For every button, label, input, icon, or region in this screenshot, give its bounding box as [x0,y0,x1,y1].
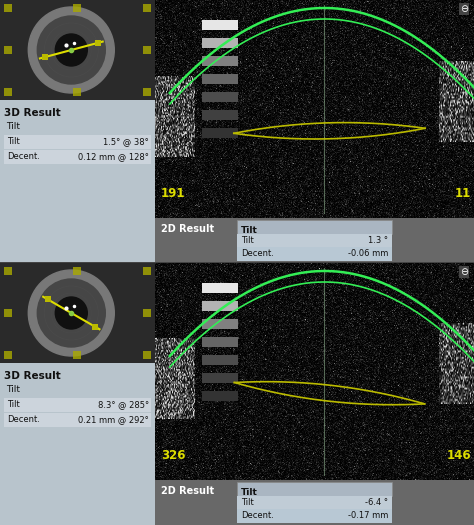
Bar [202,337,238,347]
Bar [0,363,155,525]
Text: Tilt: Tilt [7,400,20,409]
Text: Decent.: Decent. [241,511,274,520]
Bar [155,218,474,263]
Bar [237,234,392,247]
Bar [155,480,474,525]
Text: ⊖: ⊖ [460,4,468,14]
Bar [143,4,151,12]
Text: 1.3 °: 1.3 ° [368,236,388,245]
Text: 0.12 mm @ 128°: 0.12 mm @ 128° [78,152,149,161]
Bar [73,4,81,12]
Text: 0.21 mm @ 292°: 0.21 mm @ 292° [78,415,149,424]
Bar [73,351,81,359]
Bar [237,509,392,523]
Circle shape [37,16,105,84]
Circle shape [55,34,87,66]
Bar [202,301,238,311]
Bar [0,262,474,263]
Bar [143,351,151,359]
Text: Tilt: Tilt [241,236,254,245]
Text: Decent.: Decent. [7,152,40,161]
Bar [143,46,151,54]
Bar [202,391,238,401]
Bar [143,88,151,96]
Bar [202,355,238,365]
Bar [202,373,238,383]
Circle shape [28,7,114,93]
Text: Tilt: Tilt [7,137,20,146]
Text: 2D Result: 2D Result [161,486,214,496]
Bar [202,319,238,329]
Bar [155,263,474,480]
Bar [4,413,151,427]
Text: Decent.: Decent. [7,415,40,424]
Bar [0,263,155,363]
Bar [4,135,151,149]
Bar [0,0,155,100]
Bar [73,267,81,275]
Bar [202,56,238,66]
Text: ⊖: ⊖ [460,267,468,277]
Bar [42,54,48,60]
Bar [4,46,12,54]
Bar [202,92,238,102]
Bar [202,128,238,138]
Text: 191: 191 [161,187,185,200]
Bar [237,220,392,234]
Text: Decent.: Decent. [241,249,274,258]
Bar [4,88,12,96]
Bar [202,38,238,48]
Text: 3D Result: 3D Result [4,108,61,118]
Bar [237,482,392,496]
Bar [237,247,392,261]
Bar [95,40,100,46]
Text: 146: 146 [447,449,471,462]
Text: -6.4 °: -6.4 ° [365,498,388,507]
Bar [4,309,12,317]
Text: 8.3° @ 285°: 8.3° @ 285° [98,400,149,409]
Text: 3D Result: 3D Result [4,371,61,381]
Bar [202,20,238,30]
Bar [73,88,81,96]
Bar [45,296,51,302]
Text: Tilt: Tilt [6,122,20,131]
Bar [4,150,151,164]
Text: Tilt: Tilt [241,488,258,497]
Text: Tilt: Tilt [241,498,254,507]
Bar [202,283,238,293]
Bar [202,74,238,84]
Bar [4,398,151,412]
Bar [4,267,12,275]
Bar [155,0,474,218]
Bar [143,309,151,317]
Circle shape [37,279,105,347]
Bar [92,323,98,330]
Bar [143,267,151,275]
Text: Tilt: Tilt [6,385,20,394]
Text: 2D Result: 2D Result [161,224,214,234]
Bar [4,4,12,12]
Bar [202,110,238,120]
Bar [0,100,155,263]
Text: Tilt: Tilt [241,226,258,235]
Circle shape [55,297,87,329]
Text: 1.5° @ 38°: 1.5° @ 38° [103,137,149,146]
Bar [237,496,392,509]
Text: 326: 326 [161,449,185,462]
Bar [4,351,12,359]
Text: -0.06 mm: -0.06 mm [347,249,388,258]
Text: -0.17 mm: -0.17 mm [347,511,388,520]
Text: 11: 11 [455,187,471,200]
Circle shape [28,270,114,356]
